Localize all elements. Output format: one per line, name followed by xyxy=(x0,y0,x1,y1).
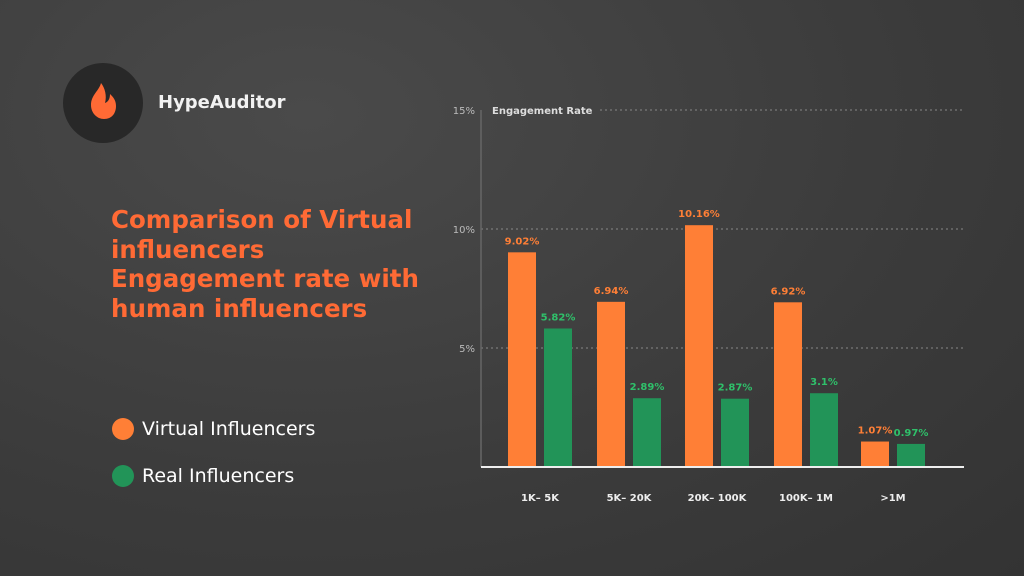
y-tick-label: 10% xyxy=(453,225,475,236)
y-tick-label: 15% xyxy=(453,106,475,117)
bar-virtual xyxy=(774,302,802,467)
bar-virtual xyxy=(685,225,713,467)
bar-virtual xyxy=(861,441,889,467)
logo xyxy=(63,63,143,143)
x-tick-label: >1M xyxy=(880,493,905,504)
legend-item-real: Real Influencers xyxy=(112,465,294,487)
legend-item-virtual: Virtual Influencers xyxy=(112,418,315,440)
data-label: 2.89% xyxy=(630,382,665,393)
flame-icon xyxy=(91,83,116,119)
bar-real xyxy=(897,443,925,467)
data-label: 10.16% xyxy=(678,209,720,220)
data-label: 1.07% xyxy=(858,426,893,437)
legend-dot-icon xyxy=(112,418,134,440)
data-label: 6.94% xyxy=(594,286,629,297)
bar-virtual xyxy=(597,301,625,467)
legend-label: Real Influencers xyxy=(142,465,295,487)
chart-title: Comparison of Virtual influencers Engage… xyxy=(111,205,419,323)
bar-real xyxy=(810,393,838,467)
x-tick-label: 5K– 20K xyxy=(607,493,653,504)
data-label: 0.97% xyxy=(894,428,929,439)
legend-label: Virtual Influencers xyxy=(142,418,316,440)
data-label: 3.1% xyxy=(810,377,838,388)
data-label: 2.87% xyxy=(718,383,753,394)
y-axis-label: Engagement Rate xyxy=(492,106,593,117)
bar-real xyxy=(544,328,572,467)
brand-name: HypeAuditor xyxy=(158,92,286,113)
x-tick-label: 1K– 5K xyxy=(521,493,560,504)
data-label: 6.92% xyxy=(771,286,806,297)
bar-real xyxy=(633,398,661,467)
x-tick-label: 20K– 100K xyxy=(688,493,748,504)
legend-dot-icon xyxy=(112,465,134,487)
bar-virtual xyxy=(508,252,536,467)
data-label: 9.02% xyxy=(505,236,540,247)
y-tick-label: 5% xyxy=(459,344,475,355)
x-tick-label: 100K– 1M xyxy=(779,493,833,504)
bar-real xyxy=(721,398,749,467)
data-label: 5.82% xyxy=(541,312,576,323)
